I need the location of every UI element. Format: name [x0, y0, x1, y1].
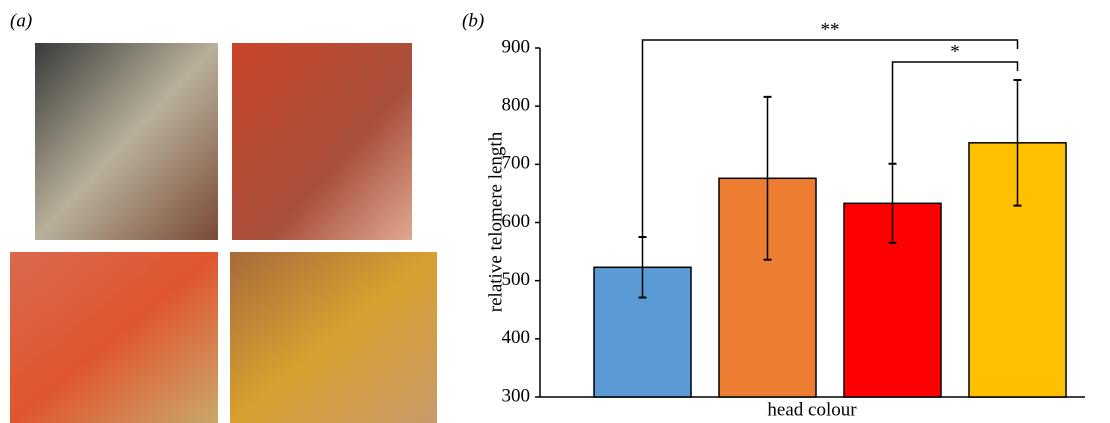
y-axis-label: relative telomere length — [485, 131, 506, 312]
y-tick-label: 800 — [502, 95, 531, 116]
y-tick-label: 600 — [502, 211, 531, 232]
chart: relative telomere length head colour 300… — [485, 19, 1085, 420]
significance-label: ** — [821, 19, 840, 40]
panel-label: (b) — [462, 10, 484, 31]
photo — [10, 252, 218, 423]
photo — [35, 43, 218, 240]
y-tick-label: 900 — [502, 36, 531, 57]
y-tick-label: 500 — [502, 269, 531, 290]
y-tick-label: 700 — [502, 153, 531, 174]
panel-label: (a) — [10, 10, 32, 31]
significance-label: * — [950, 41, 960, 62]
photo — [232, 43, 412, 240]
x-axis-label: head colour — [767, 399, 857, 420]
y-tick-label: 400 — [502, 327, 531, 348]
significance-bracket — [891, 61, 1019, 164]
y-tick-label: 300 — [502, 385, 531, 406]
significance-bracket — [641, 39, 1019, 238]
photo — [230, 252, 437, 423]
